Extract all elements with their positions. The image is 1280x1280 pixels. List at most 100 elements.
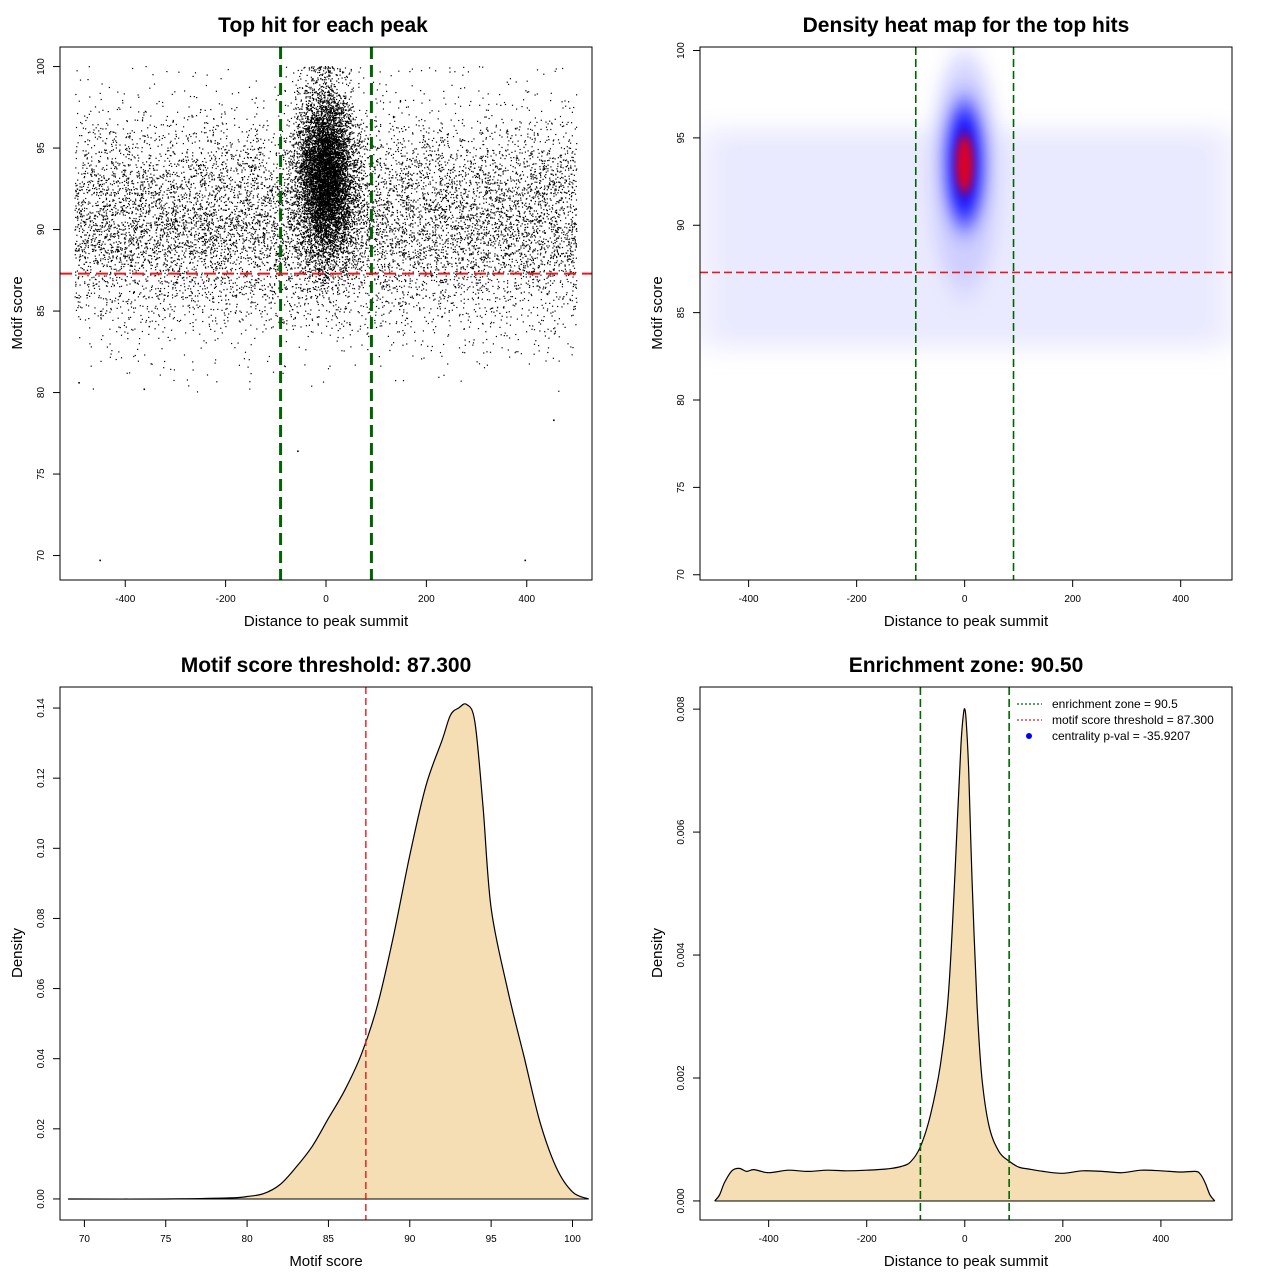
scatter-point	[493, 150, 495, 152]
scatter-point	[404, 254, 406, 256]
scatter-point	[154, 275, 156, 277]
scatter-point	[148, 222, 150, 224]
scatter-point	[139, 177, 141, 179]
scatter-point	[162, 124, 164, 126]
scatter-point	[532, 257, 534, 259]
scatter-point	[265, 196, 267, 198]
scatter-point	[114, 157, 117, 160]
scatter-point	[326, 310, 328, 312]
scatter-point	[254, 252, 256, 254]
scatter-point	[307, 230, 309, 232]
scatter-point	[345, 138, 347, 140]
scatter-point	[239, 215, 241, 218]
scatter-point	[319, 239, 321, 241]
scatter-point	[336, 80, 338, 82]
scatter-point	[274, 183, 276, 185]
scatter-point	[231, 154, 233, 156]
scatter-point	[147, 240, 149, 242]
scatter-point	[279, 168, 281, 170]
scatter-point	[282, 200, 284, 202]
scatter-point	[337, 217, 339, 219]
scatter-point	[322, 305, 324, 307]
scatter-point	[436, 257, 438, 259]
scatter-point	[378, 214, 380, 216]
scatter-point	[351, 103, 353, 105]
scatter-point	[466, 216, 468, 218]
scatter-point	[364, 250, 366, 252]
scatter-point	[314, 229, 316, 231]
scatter-point	[223, 319, 225, 321]
scatter-point	[299, 253, 301, 255]
scatter-point	[294, 274, 296, 276]
scatter-point	[441, 266, 444, 268]
scatter-point	[398, 242, 400, 244]
scatter-point	[332, 230, 334, 232]
scatter-point	[292, 218, 294, 220]
scatter-point	[455, 271, 457, 273]
scatter-point	[204, 187, 207, 189]
scatter-point	[257, 174, 259, 176]
scatter-point	[495, 165, 497, 167]
scatter-point	[288, 237, 290, 239]
scatter-point	[551, 231, 553, 233]
scatter-point	[86, 167, 88, 169]
scatter-point	[448, 311, 450, 313]
scatter-point	[119, 201, 121, 204]
scatter-point	[305, 132, 307, 134]
scatter-point	[94, 313, 96, 315]
scatter-point	[410, 223, 412, 225]
scatter-point	[555, 262, 558, 264]
scatter-point	[166, 125, 169, 127]
scatter-point	[353, 178, 355, 180]
scatter-point	[517, 351, 519, 353]
scatter-point	[335, 244, 337, 246]
scatter-point	[328, 261, 331, 263]
scatter-point	[530, 190, 532, 192]
scatter-point	[313, 204, 315, 206]
scatter-point	[344, 133, 347, 135]
scatter-point	[489, 279, 491, 281]
scatter-point	[188, 180, 190, 182]
scatter-point	[192, 161, 194, 163]
scatter-point	[325, 68, 327, 70]
scatter-point	[395, 236, 397, 238]
scatter-point	[349, 182, 352, 184]
scatter-point	[202, 241, 204, 243]
scatter-point	[130, 250, 132, 252]
scatter-point	[361, 284, 363, 286]
scatter-point	[349, 136, 351, 138]
scatter-point	[271, 286, 273, 288]
scatter-point	[311, 205, 313, 207]
scatter-point	[119, 257, 121, 259]
scatter-point	[324, 111, 326, 114]
scatter-point	[450, 206, 452, 208]
scatter-point	[130, 306, 133, 308]
scatter-point	[164, 317, 166, 319]
scatter-point	[347, 179, 349, 181]
scatter-point	[101, 263, 103, 265]
scatter-point	[263, 257, 265, 259]
scatter-point	[476, 228, 478, 230]
scatter-point	[297, 116, 299, 119]
scatter-point	[341, 71, 344, 73]
scatter-point	[206, 172, 208, 174]
scatter-point	[471, 245, 473, 247]
scatter-point	[298, 159, 300, 161]
scatter-point	[244, 285, 246, 287]
scatter-point	[543, 214, 545, 216]
scatter-point	[274, 217, 276, 220]
scatter-point	[319, 153, 321, 155]
scatter-point	[175, 236, 177, 238]
scatter-point	[520, 122, 522, 124]
scatter-point	[313, 127, 316, 129]
scatter-point	[327, 272, 329, 274]
scatter-point	[320, 236, 322, 238]
scatter-point	[190, 175, 192, 177]
scatter-point	[111, 145, 113, 147]
scatter-point	[335, 163, 337, 165]
scatter-point	[103, 211, 105, 213]
scatter-point	[310, 211, 312, 213]
scatter-point	[181, 130, 183, 132]
scatter-point	[300, 232, 302, 234]
scatter-point	[337, 189, 339, 191]
